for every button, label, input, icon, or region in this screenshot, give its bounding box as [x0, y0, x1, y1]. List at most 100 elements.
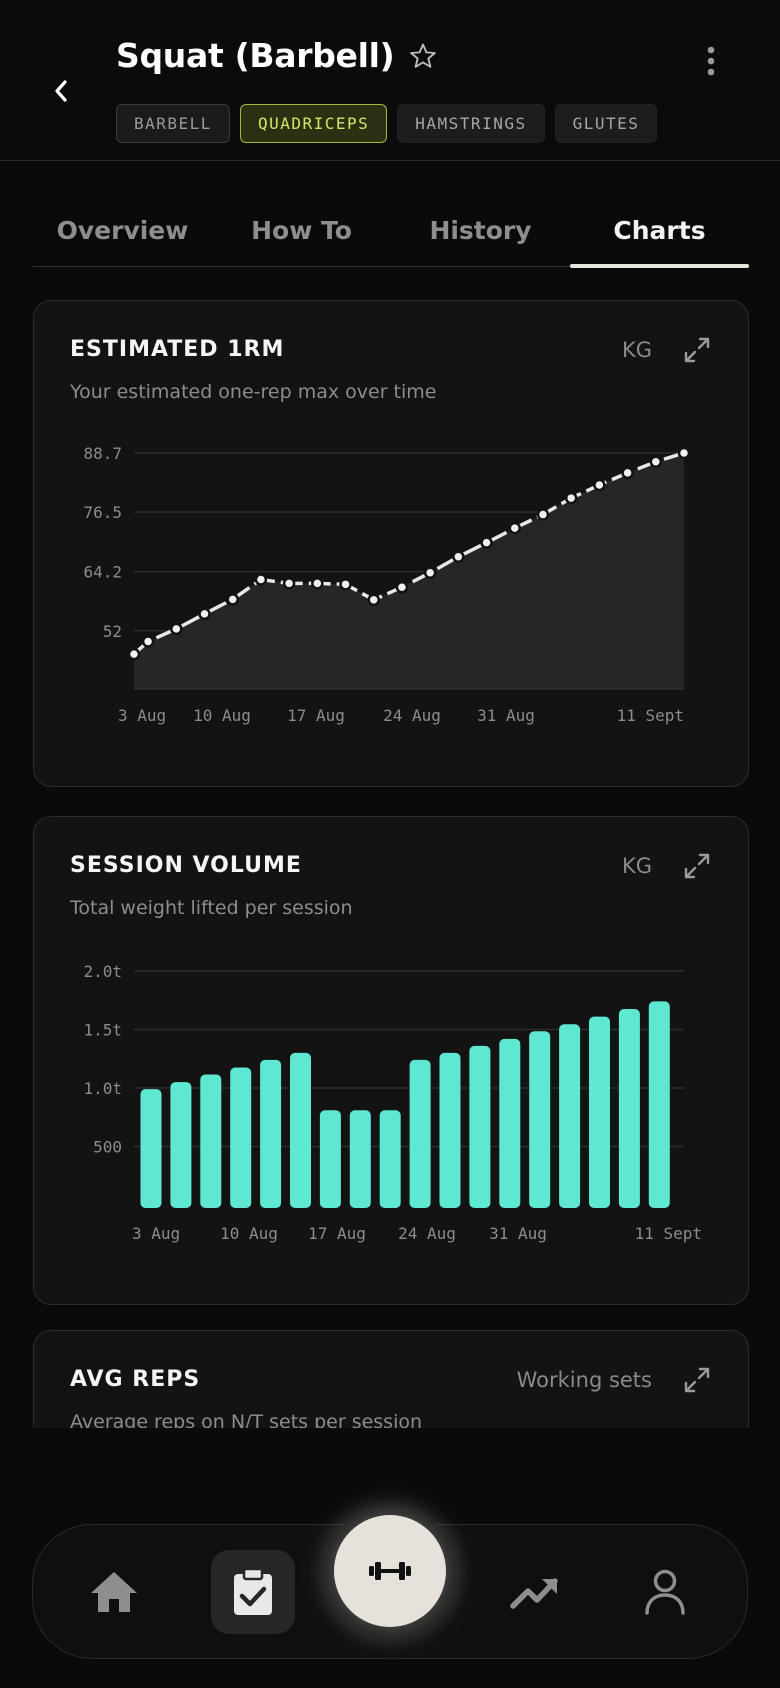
card-title: AVG REPS [70, 1367, 201, 1392]
card-subtitle: Your estimated one-rep max over time [70, 381, 437, 403]
nav-profile[interactable] [623, 1550, 707, 1634]
clipboard-check-icon [234, 1567, 272, 1615]
bar [290, 1052, 311, 1208]
card-title: SESSION VOLUME [70, 853, 302, 878]
expand-icon[interactable] [682, 1365, 712, 1395]
bar [499, 1038, 521, 1208]
data-point [649, 455, 663, 468]
card-subtitle: Total weight lifted per session [70, 897, 353, 919]
more-options-button[interactable] [696, 44, 726, 78]
nav-workouts[interactable] [211, 1550, 295, 1634]
unit-toggle[interactable]: KG [621, 338, 652, 362]
data-point [198, 607, 211, 621]
x-tick-label: 3 Aug [118, 706, 166, 725]
tag-barbell[interactable]: BARBELL [116, 104, 230, 143]
exercise-tabs: Overview How To History Charts [33, 200, 749, 268]
bar [439, 1052, 461, 1208]
data-point [677, 446, 691, 460]
nav-progress[interactable] [493, 1550, 577, 1634]
user-icon [645, 1569, 685, 1615]
favorite-button[interactable] [408, 41, 438, 71]
exercise-title: Squat (Barbell) [116, 36, 395, 75]
tab-charts[interactable]: Charts [570, 200, 749, 268]
data-point [452, 550, 465, 563]
x-tick-label: 17 Aug [287, 706, 345, 725]
bar [409, 1059, 431, 1208]
data-point [170, 622, 183, 636]
muscle-tags: BARBELL QUADRICEPS HAMSTRINGS GLUTES [116, 104, 658, 143]
expand-icon[interactable] [682, 335, 712, 365]
x-tick-label: 3 Aug [132, 1224, 180, 1243]
bar [379, 1110, 401, 1208]
x-tick-label: 17 Aug [308, 1224, 366, 1243]
data-point [311, 577, 324, 590]
card-subtitle: Average reps on N/T sets per session [70, 1411, 423, 1433]
bar [589, 1016, 610, 1208]
tag-glutes[interactable]: GLUTES [554, 104, 658, 143]
tab-overview[interactable]: Overview [56, 216, 189, 245]
y-tick-label: 88.7 [83, 444, 122, 463]
bar [230, 1067, 252, 1208]
x-tick-label: 10 Aug [193, 706, 251, 725]
x-tick-label: 11 Sept [617, 706, 684, 725]
x-tick-label: 11 Sept [635, 1224, 702, 1243]
data-point [508, 521, 522, 535]
bar [648, 1001, 670, 1208]
tab-how-to[interactable]: How To [251, 216, 352, 245]
data-point [127, 647, 141, 661]
bar [349, 1110, 371, 1208]
more-vertical-icon [707, 46, 715, 76]
card-title: ESTIMATED 1RM [70, 337, 285, 362]
x-tick-label: 24 Aug [398, 1224, 456, 1243]
session-volume-card: SESSION VOLUME KG Total weight lifted pe… [33, 816, 749, 1305]
x-tick-label: 10 Aug [220, 1224, 278, 1243]
start-workout-button[interactable] [334, 1515, 446, 1627]
bar [200, 1074, 222, 1208]
bar [170, 1082, 192, 1208]
bar [529, 1031, 551, 1208]
x-tick-label: 31 Aug [477, 706, 535, 725]
bar [469, 1045, 491, 1208]
data-point [395, 580, 409, 594]
data-point [480, 536, 493, 549]
bar [140, 1089, 162, 1208]
bar [319, 1110, 341, 1208]
tag-hamstrings[interactable]: HAMSTRINGS [397, 104, 545, 143]
bar [618, 1009, 640, 1208]
expand-icon[interactable] [682, 851, 712, 881]
session-volume-chart: 500 1.0t 1.5t 2.0t 3 Aug 10 Aug 17 Aug 24 Aug 31… [83, 962, 702, 1243]
star-icon [410, 43, 437, 68]
data-point [536, 508, 550, 521]
data-point [564, 491, 578, 505]
dumbbell-icon [369, 1562, 411, 1580]
trending-up-icon [510, 1578, 558, 1609]
x-tick-label: 24 Aug [383, 706, 441, 725]
data-point [141, 635, 155, 648]
estimated-1rm-card: ESTIMATED 1RM KG Your estimated one-rep … [33, 300, 749, 787]
data-point [621, 466, 634, 480]
area-fill [134, 453, 684, 689]
data-point [282, 577, 296, 590]
data-point [226, 593, 239, 606]
data-point [423, 566, 437, 579]
x-tick-label: 31 Aug [489, 1224, 547, 1243]
tag-quadriceps[interactable]: QUADRICEPS [239, 104, 388, 143]
y-tick-label: 2.0t [83, 962, 122, 981]
home-icon [91, 1572, 137, 1612]
data-point [339, 578, 352, 591]
y-tick-label: 52 [103, 622, 122, 641]
y-tick-label: 64.2 [83, 563, 122, 582]
exercise-header: Squat (Barbell) BARBELL QUADRICEPS HAMST… [0, 0, 780, 161]
unit-toggle[interactable]: KG [621, 854, 652, 878]
chevron-left-icon [55, 80, 67, 102]
y-tick-label: 500 [93, 1138, 122, 1157]
y-tick-label: 76.5 [83, 503, 122, 522]
nav-home[interactable] [72, 1550, 156, 1634]
back-button[interactable] [46, 72, 76, 110]
y-tick-label: 1.0t [83, 1079, 122, 1098]
data-point [367, 593, 380, 607]
tab-history[interactable]: History [429, 216, 532, 245]
unit-toggle[interactable]: Working sets [516, 1368, 652, 1392]
data-point [593, 478, 606, 492]
estimated-1rm-chart: 52 64.2 76.5 88.7 3 Aug 10 Aug 17 Aug 24 Aug 31 … [83, 444, 691, 725]
